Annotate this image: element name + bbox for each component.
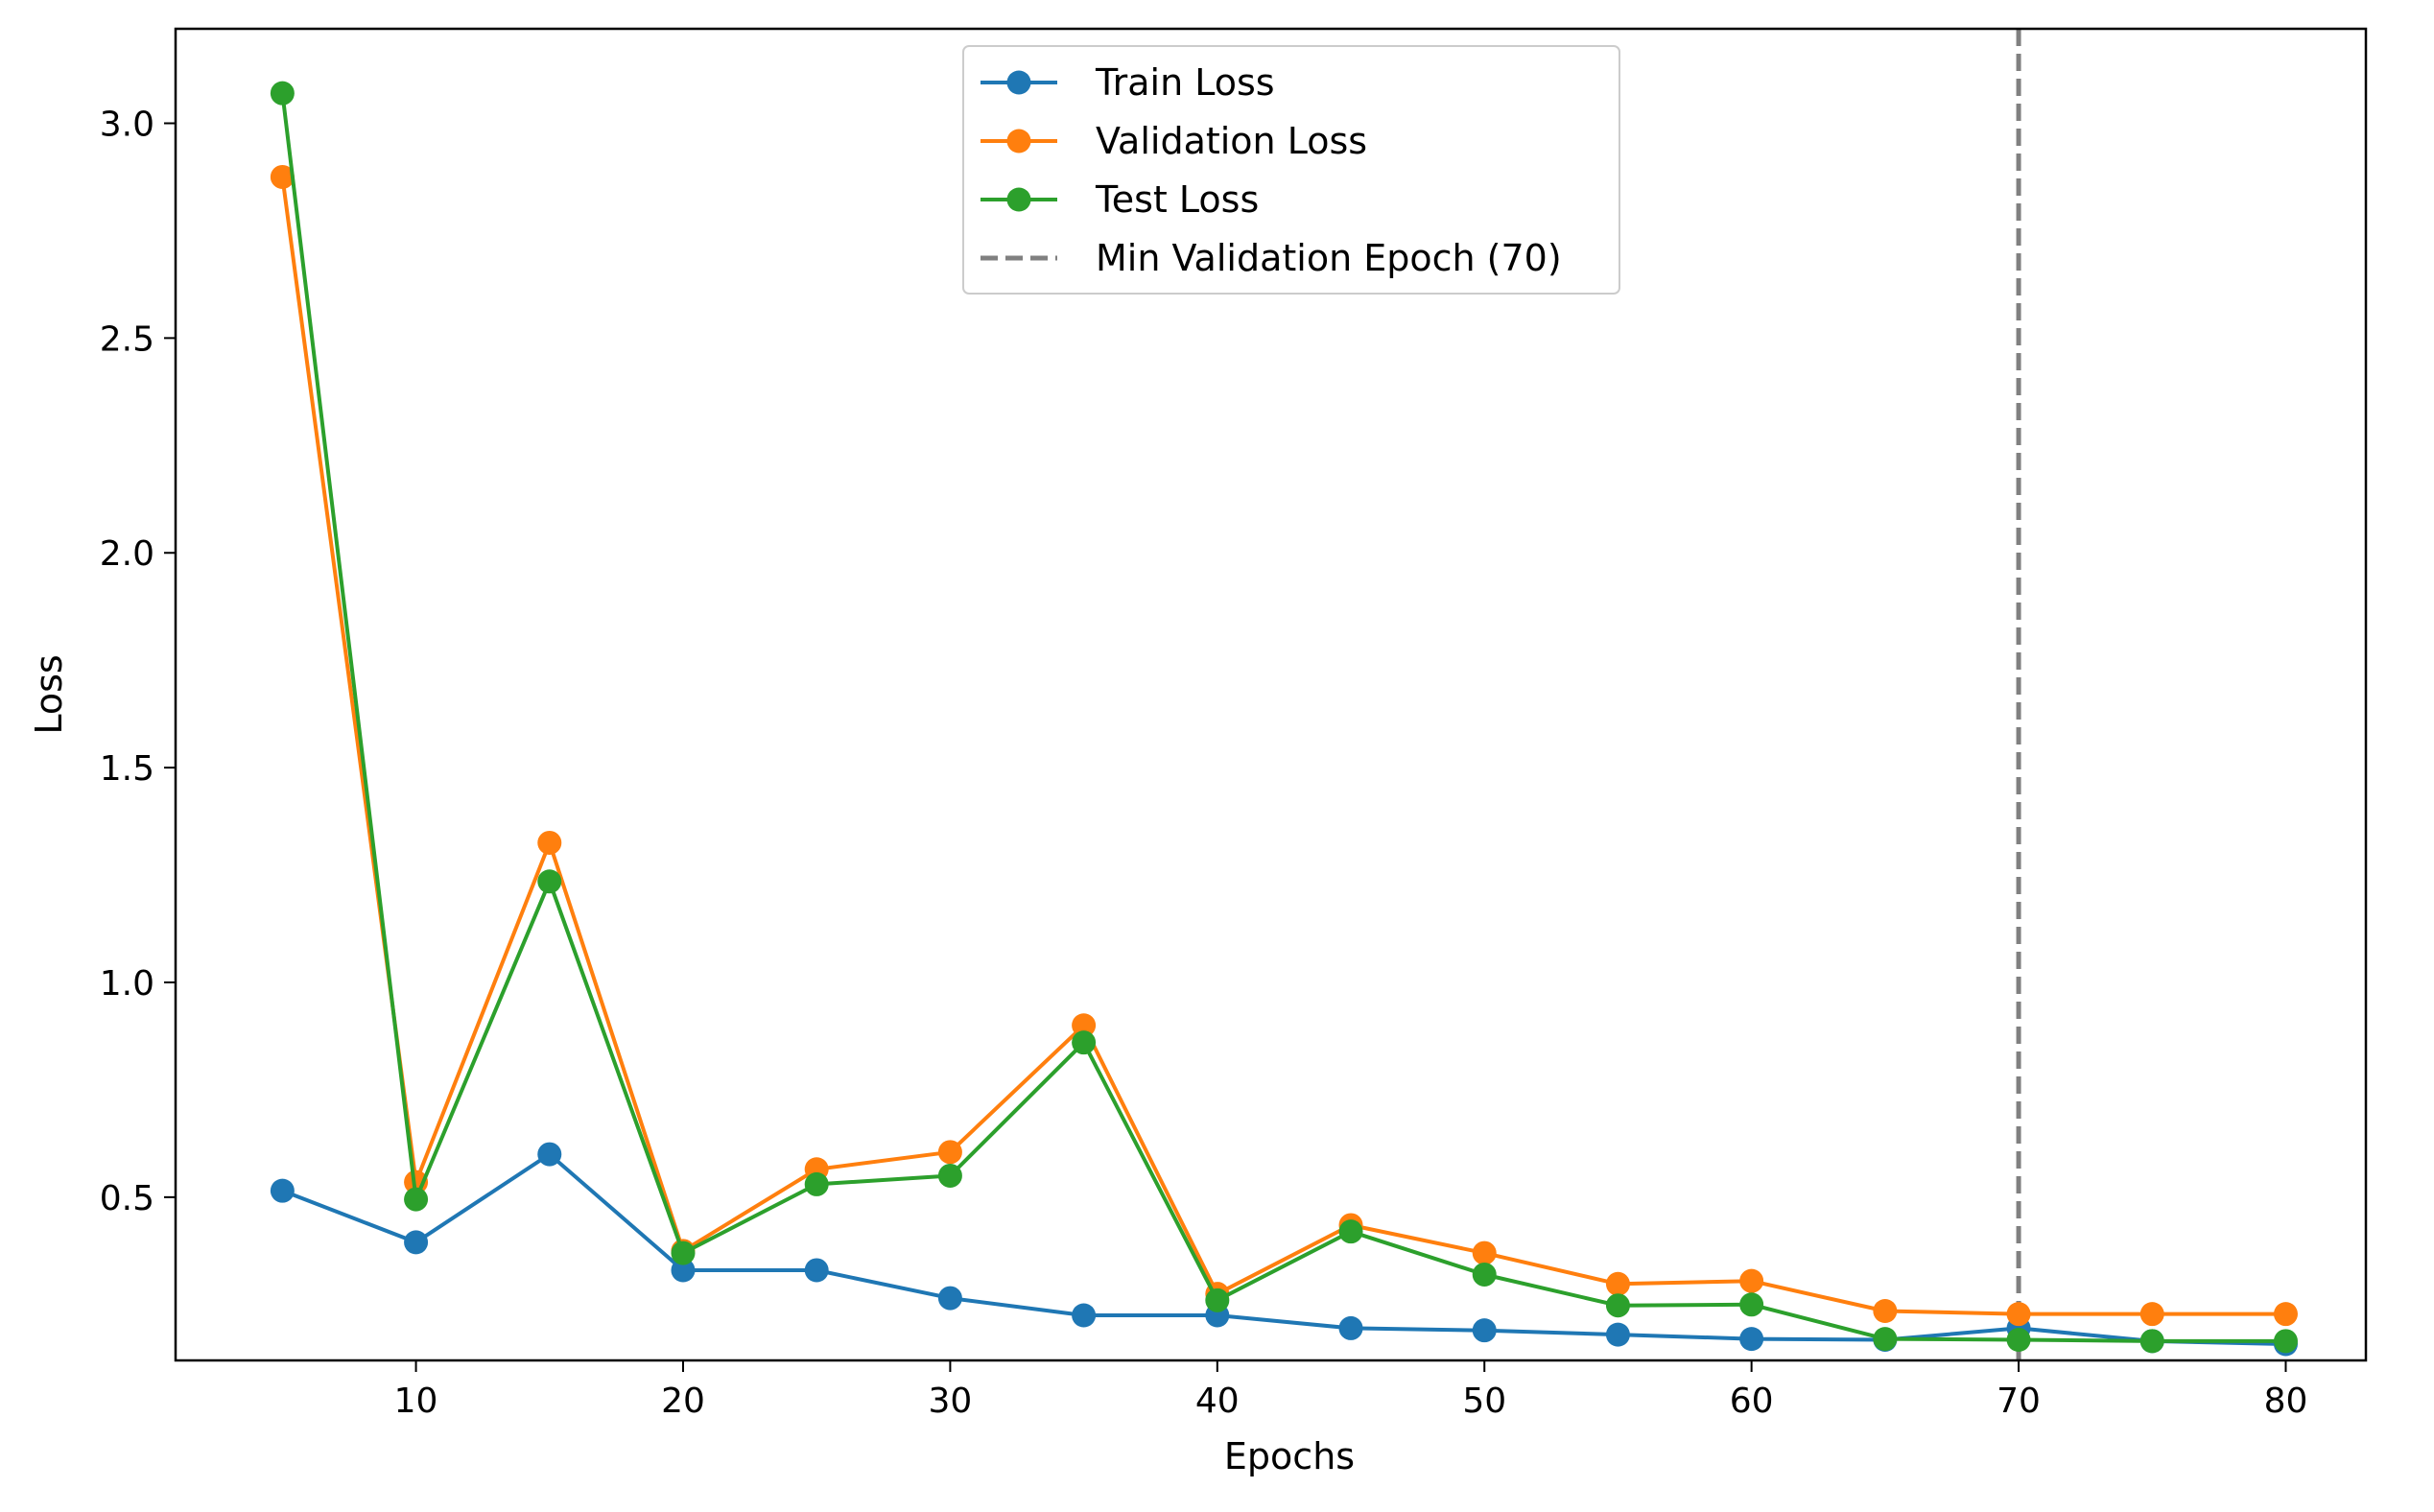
test-loss-point: [804, 1171, 829, 1196]
test-loss-point: [1739, 1292, 1764, 1317]
test-loss-point: [2139, 1329, 2164, 1354]
test-loss-point: [270, 81, 295, 106]
train-loss-point: [537, 1142, 562, 1167]
test-loss-point: [671, 1240, 696, 1265]
train-loss-point: [804, 1258, 829, 1283]
validation-loss-point: [2006, 1302, 2031, 1327]
y-axis-ticks: 0.5 1.0 1.5 2.0 2.5 3.0: [100, 106, 176, 1218]
x-axis-label: Epochs: [1224, 1435, 1355, 1477]
x-tick-label: 50: [1462, 1382, 1506, 1421]
train-loss-point: [1739, 1327, 1764, 1352]
legend-validation-loss-marker: [1006, 129, 1031, 154]
x-axis-ticks: 10 20 30 40 50 60 70 80: [394, 1360, 2308, 1421]
train-loss-line: [281, 1152, 2286, 1346]
test-loss-point: [1338, 1219, 1363, 1244]
legend: Train Loss Validation Loss Test Loss Min Va…: [962, 45, 1620, 295]
y-tick-label: 2.0: [100, 534, 154, 574]
y-tick-label: 1.0: [100, 964, 154, 1004]
validation-loss-line: [280, 177, 2286, 1316]
train-loss-point: [1072, 1303, 1097, 1328]
test-loss-point: [1873, 1327, 1898, 1352]
validation-loss-point: [270, 164, 295, 189]
test-loss-point: [1472, 1262, 1497, 1287]
validation-loss-point: [537, 830, 562, 855]
y-tick-label: 2.5: [100, 319, 154, 359]
legend-train-loss-label: Train Loss: [1095, 61, 1275, 104]
test-loss-point: [1072, 1030, 1097, 1055]
legend-test-loss-marker: [1006, 187, 1031, 212]
y-axis-label: Loss: [28, 654, 70, 734]
test-loss-point: [537, 869, 562, 894]
validation-loss-point: [1472, 1240, 1497, 1265]
train-loss-point: [1338, 1315, 1363, 1340]
train-loss-point: [937, 1286, 962, 1311]
validation-loss-point: [2273, 1302, 2298, 1327]
test-loss-point: [937, 1163, 962, 1188]
x-tick-label: 20: [661, 1382, 705, 1421]
train-loss-point: [270, 1178, 295, 1203]
train-loss-point: [1472, 1318, 1497, 1343]
test-loss-point: [404, 1187, 429, 1212]
series-lines: [270, 81, 2298, 1357]
test-loss-point: [2273, 1329, 2298, 1354]
x-tick-label: 60: [1730, 1382, 1774, 1421]
plot-frame: [174, 27, 2368, 1362]
validation-loss-point: [1739, 1268, 1764, 1293]
legend-validation-loss-label: Validation Loss: [1096, 120, 1367, 162]
y-tick-label: 0.5: [100, 1179, 154, 1218]
x-tick-label: 10: [394, 1382, 438, 1421]
legend-box: [962, 45, 1620, 295]
train-loss-point: [1605, 1322, 1630, 1347]
test-loss-point: [2006, 1328, 2031, 1353]
y-tick-label: 3.0: [100, 106, 154, 145]
validation-loss-point: [937, 1140, 962, 1165]
validation-loss-point: [1605, 1271, 1630, 1296]
y-tick-label: 1.5: [100, 749, 154, 789]
validation-loss-point: [2139, 1302, 2164, 1327]
x-tick-label: 80: [2264, 1382, 2308, 1421]
x-tick-label: 30: [928, 1382, 972, 1421]
legend-test-loss-label: Test Loss: [1095, 178, 1259, 221]
test-loss-point: [1205, 1288, 1230, 1312]
train-loss-point: [671, 1258, 696, 1283]
legend-train-loss-marker: [1006, 70, 1031, 95]
test-loss-line: [280, 92, 2286, 1343]
test-loss-point: [1605, 1293, 1630, 1318]
train-loss-point: [404, 1230, 429, 1255]
validation-loss-point: [1873, 1299, 1898, 1324]
x-tick-label: 40: [1195, 1382, 1240, 1421]
legend-min-validation-label: Min Validation Epoch (70): [1096, 237, 1562, 279]
x-tick-label: 70: [1997, 1382, 2041, 1421]
validation-loss-point: [1072, 1013, 1097, 1038]
